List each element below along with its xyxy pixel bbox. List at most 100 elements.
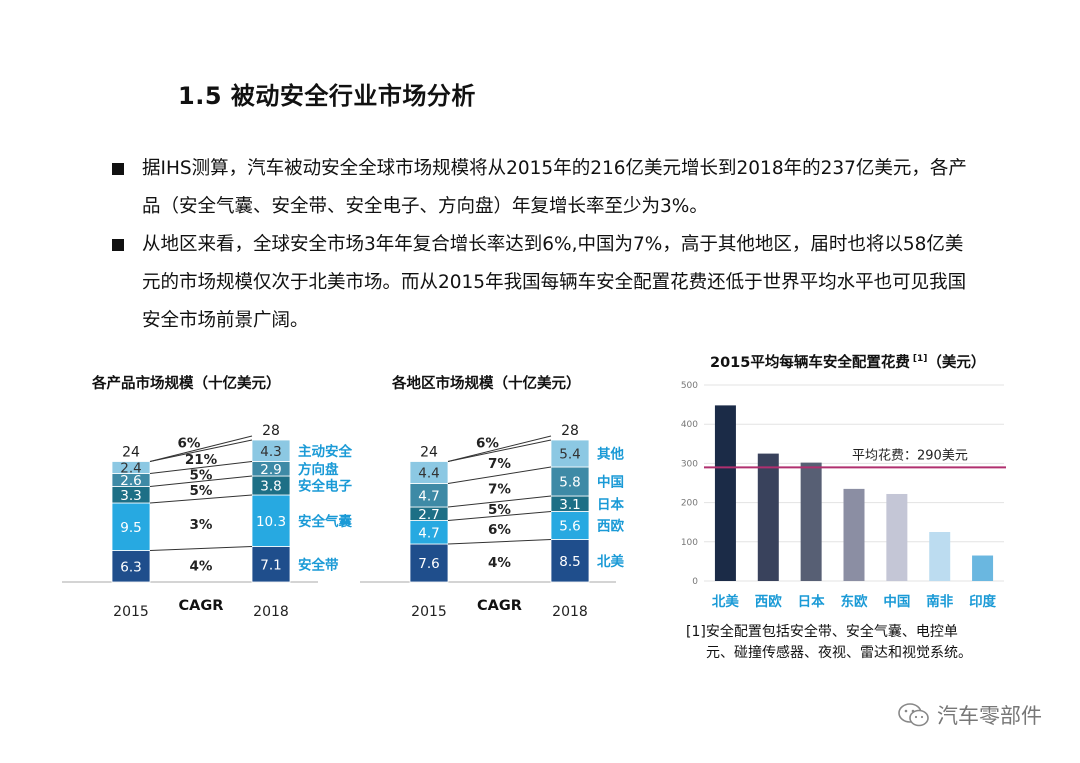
data-label: 5.6 [559,519,580,535]
bar [714,405,736,581]
data-label: 4.3 [260,444,281,460]
connector-line [149,439,253,462]
x-tick-label: 2015 [411,604,447,620]
connector-line [149,546,253,551]
x-tick-label: 日本 [798,593,825,610]
bullet-2-line-3: 安全市场前景广阔。 [142,310,309,331]
y-tick-label: 100 [681,538,698,548]
total-connector-line [447,435,552,462]
data-label: 7.6 [418,556,439,572]
bar-segment [409,461,449,484]
data-label: 4.7 [418,488,439,504]
total-label: 28 [561,423,579,439]
cagr-label: 21% [185,452,218,468]
bar-segment [251,494,291,547]
series-label: 西欧 [597,518,625,535]
chart3-plot: 0 100 200 300 400 500 北美 西欧 日本 东欧 中国 南非 印度 平均花费：290美元 [681,381,1006,610]
bar-segment [111,486,151,504]
y-tick-label: 400 [681,420,698,430]
data-label: 2.6 [120,473,141,489]
x-tick-label: 2018 [552,604,588,620]
series-label: 日本 [597,496,625,513]
series-label: 安全电子 [298,478,352,495]
cagr-label: 7% [488,481,511,497]
x-tick-label: 中国 [883,593,910,610]
connector-line [447,439,552,462]
cagr-label: 5% [190,467,213,483]
series-label: 安全带 [298,556,339,573]
bullet-1-line-1: 据IHS测算，汽车被动安全全球市场规模将从2015年的216亿美元增长到2018… [142,158,967,179]
footnote-line-2: 元、碰撞传感器、夜视、雷达和视觉系统。 [706,645,972,661]
y-tick-label: 200 [681,499,698,509]
bar-segment [111,502,151,551]
chart2-title: 各地区市场规模（十亿美元） [391,374,581,392]
chart1-plot: 6.3 9.5 3.32.62.424 2015 7.1 10.3 3.82.9 4.3 28 2… [62,423,352,620]
bullet-square-icon [112,239,124,251]
total-cagr-label: 6% [178,436,201,452]
cagr-label: 3% [190,517,213,533]
bar-segment [550,511,590,540]
bar [800,462,822,581]
data-label: 10.3 [256,514,286,530]
x-tick-label: 南非 [926,593,953,610]
connector-line [447,511,552,521]
data-label: 6.3 [120,559,141,575]
y-tick-label: 300 [681,459,698,469]
bar-segment [550,439,590,468]
series-label: 方向盘 [298,461,339,478]
watermark-text: 汽车零部件 [937,704,1042,728]
chart3-title-unit: （美元） [927,353,985,371]
series-label: 主动安全 [298,443,352,460]
bar-segment [111,473,151,487]
connector-line [447,539,552,545]
bar-segment [251,546,291,583]
series-label: 安全气囊 [298,513,352,530]
bar [929,532,951,581]
total-cagr-label: 6% [476,436,499,452]
bullet-square-icon [112,163,124,175]
y-tick-label: 500 [681,381,698,391]
series-label: 北美 [597,553,625,570]
page-title: 1.5 被动安全行业市场分析 [178,82,476,110]
footnote: [1]安全配置包括安全带、安全气囊、电控单 元、碰撞传感器、夜视、雷达和视觉系统… [686,622,972,664]
bar-segment [550,539,590,583]
x-tick-label: 东欧 [841,593,869,610]
bar-segment [409,543,449,583]
bullet-2-line-2: 元的市场规模仅次于北美市场。而从2015年我国每辆车安全配置花费还低于世界平均水… [142,272,967,293]
data-label: 3.8 [260,479,281,495]
bullet-2-line-1: 从地区来看，全球安全市场3年年复合增长率达到6%,中国为7%，高于其他地区，届时… [142,234,964,255]
data-label: 2.9 [260,462,281,478]
connector-line [149,461,253,474]
data-label: 4.4 [418,466,439,482]
chart2-plot: 7.6 4.7 2.7 4.7 4.4 24 2015 8.5 5.6 3.1 5.8 5.4 28 20… [360,423,625,620]
cagr-label: 5% [488,502,511,518]
chart1-title: 各产品市场规模（十亿美元） [91,374,281,392]
bullet-1-line-2: 品（安全气囊、安全带、安全电子、方向盘）年复增长率至少为3%。 [142,196,708,217]
data-label: 8.5 [559,554,580,570]
x-tick-label: 2015 [113,604,149,620]
bar-segment [251,475,291,496]
watermark: 汽车零部件 [897,700,1042,730]
bar-segment [251,461,291,477]
data-label: 9.5 [120,520,141,536]
cagr-label: 4% [488,555,511,571]
bullet-list: 据IHS测算，汽车被动安全全球市场规模将从2015年的216亿美元增长到2018… [112,150,1032,340]
x-tick-label: 印度 [969,593,997,610]
series-label: 中国 [597,474,624,491]
total-connector-line [149,435,253,462]
data-label: 7.1 [260,557,281,573]
wechat-icon [898,703,929,727]
cagr-label: 4% [190,558,213,574]
bar [843,488,865,581]
x-tick-label: 西欧 [755,593,782,610]
total-label: 28 [262,423,280,439]
chart3-title-main: 2015平均每辆车安全配置花费 [710,353,910,371]
data-label: 4.7 [418,525,439,541]
cagr-axis-label: CAGR [179,598,224,614]
average-line-label: 平均花费：290美元 [852,447,968,463]
footnote-line-1: [1]安全配置包括安全带、安全气囊、电控单 [686,624,958,640]
connector-line [149,475,253,487]
bullet-item-1: 据IHS测算，汽车被动安全全球市场规模将从2015年的216亿美元增长到2018… [112,150,1032,226]
cagr-label: 7% [488,456,511,472]
data-label: 5.4 [559,447,580,463]
